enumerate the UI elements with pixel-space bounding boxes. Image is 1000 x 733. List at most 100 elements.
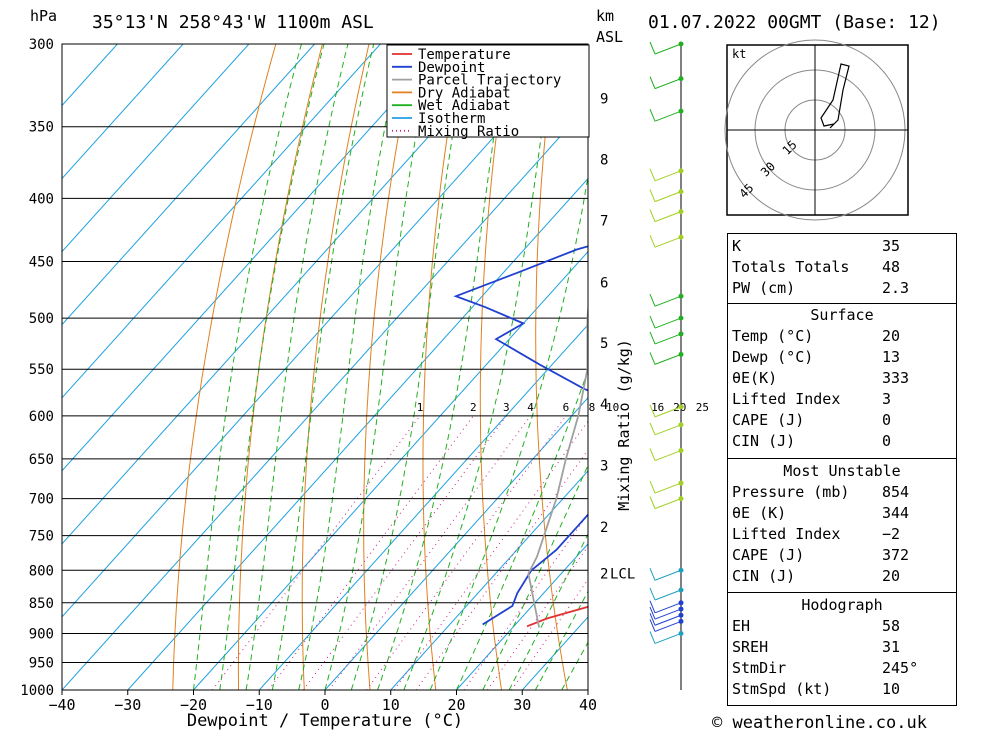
wet-adiabat-line — [534, 590, 588, 690]
most-unstable-row: θE (K) 344 — [728, 503, 956, 524]
surface-title: Surface — [810, 306, 874, 324]
height-km-label: 8 — [600, 152, 608, 168]
index-value: 48 — [882, 258, 901, 276]
hodograph-stat-label: StmDir — [732, 659, 787, 677]
wind-barb-flag — [649, 568, 656, 581]
wind-barb-staff — [654, 569, 682, 581]
most-unstable-value: 854 — [882, 483, 910, 501]
isotherm-line — [62, 104, 588, 690]
wind-barb-flag — [649, 587, 656, 601]
wet-adiabat-line — [482, 464, 588, 690]
wind-barb-staff — [654, 317, 682, 329]
legend-label: Isotherm — [418, 111, 485, 127]
x-tick-label: 20 — [447, 696, 465, 714]
surface-label: θE(K) — [732, 369, 778, 387]
pressure-tick-label: 300 — [29, 37, 54, 53]
most-unstable-value: −2 — [882, 525, 901, 543]
wind-barb-staff — [654, 620, 682, 632]
isotherm-line — [62, 44, 447, 472]
axes: 3003504004505005506006507007508008509009… — [20, 37, 709, 714]
most-unstable-label: Pressure (mb) — [732, 483, 850, 501]
index-label: K — [732, 237, 742, 255]
sounding-series — [453, 52, 588, 628]
index-row: K 35 — [728, 236, 956, 257]
surface-row: CAPE (J) 0 — [728, 410, 956, 431]
mixing-ratio-line — [302, 415, 507, 690]
pressure-tick-label: 400 — [29, 191, 54, 207]
x-tick-label: −40 — [48, 696, 75, 714]
wind-barb-staff — [654, 333, 682, 345]
hodograph-stat-row: StmDir 245° — [728, 658, 956, 679]
isotherm-line — [324, 397, 588, 690]
height-km-label: 2 — [600, 520, 608, 536]
surface-label: CAPE (J) — [732, 411, 805, 429]
x-axis-title: Dewpoint / Temperature (°C) — [187, 711, 463, 731]
wind-barb-flag — [649, 352, 656, 365]
hodograph-stat-row: SREH 31 — [728, 637, 956, 658]
wind-barb-staff — [654, 406, 682, 418]
hodograph-stat-value: 245° — [882, 659, 919, 677]
asl-unit-label: ASL — [596, 28, 623, 46]
mixing-ratio-label: 1 — [417, 401, 424, 414]
isotherm-line — [62, 44, 315, 326]
mixing-ratio-label: 8 — [589, 401, 596, 414]
isotherm-line — [456, 543, 588, 690]
index-row: Totals Totals 48 — [728, 257, 956, 278]
wind-barb-staff — [654, 498, 682, 510]
wind-barb-flag — [649, 422, 656, 435]
wet-adiabat-line — [508, 532, 588, 690]
wind-barb-staff — [654, 43, 682, 55]
x-tick-label: −20 — [180, 696, 207, 714]
isotherm-line — [62, 44, 381, 399]
mixing-ratio-axis-title: Mixing Ratio (g/kg) — [615, 339, 633, 511]
wind-barbs — [649, 41, 684, 644]
isotherm-line — [390, 470, 588, 690]
wind-barb-flag — [649, 448, 656, 461]
wind-barb-staff — [654, 170, 682, 182]
wind-barb-staff — [654, 353, 682, 365]
hodograph-stat-value: 58 — [882, 617, 901, 635]
most-unstable-table: Most Unstable Pressure (mb) 854 θE (K) 344 L… — [728, 461, 956, 587]
dry-adiabat-line — [975, 44, 1000, 690]
location-title: 35°13'N 258°43'W 1100m ASL — [92, 12, 374, 33]
pressure-tick-label: 450 — [29, 255, 54, 271]
index-label: Totals Totals — [732, 258, 850, 276]
isotherm-line — [193, 250, 588, 690]
km-unit-label: km — [596, 7, 614, 25]
x-tick-label: 40 — [579, 696, 597, 714]
hpa-unit-label: hPa — [30, 7, 57, 25]
wind-barb-staff — [654, 602, 682, 614]
wet-adiabat-line — [429, 173, 588, 690]
height-km-label: 3 — [600, 458, 608, 474]
most-unstable-row: CAPE (J) 372 — [728, 545, 956, 566]
height-km-label: 4 — [600, 397, 608, 413]
most-unstable-row: Pressure (mb) 854 — [728, 482, 956, 503]
hodograph-stats-box: Hodograph EH 58 SREH 31 StmDir 245° StmSpd (kt… — [727, 592, 957, 706]
wind-barb-flag — [649, 76, 656, 89]
hodograph-stat-row: StmSpd (kt) 10 — [728, 679, 956, 700]
surface-row: Dewp (°C) 13 — [728, 347, 956, 368]
legend-label: Temperature — [418, 47, 511, 63]
surface-label: Lifted Index — [732, 390, 841, 408]
copyright-text: © weatheronline.co.uk — [712, 713, 927, 733]
indices-top-table: K 35 Totals Totals 48 PW (cm) 2.3 — [728, 236, 956, 299]
surface-row: CIN (J) 0 — [728, 431, 956, 452]
dry-adiabat-line — [422, 44, 463, 690]
surface-value: 333 — [882, 369, 910, 387]
wet-adiabat-line — [456, 368, 588, 690]
isotherm-line — [62, 44, 118, 107]
surface-value: 0 — [882, 411, 892, 429]
legend-label: Dry Adiabat — [418, 85, 511, 101]
wind-barb-flag — [649, 315, 656, 329]
most-unstable-row: CIN (J) 20 — [728, 566, 956, 587]
index-value: 2.3 — [882, 279, 910, 297]
hodograph-stat-label: SREH — [732, 638, 769, 656]
most-unstable-box: Most Unstable Pressure (mb) 854 θE (K) 344 L… — [727, 458, 957, 593]
hodograph-stats-title: Hodograph — [801, 596, 883, 614]
wind-barb-staff — [654, 295, 682, 307]
dry-adiabat-line — [535, 44, 568, 690]
wind-barb-flag — [649, 606, 656, 620]
legend-label: Wet Adiabat — [418, 98, 511, 114]
